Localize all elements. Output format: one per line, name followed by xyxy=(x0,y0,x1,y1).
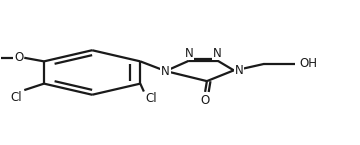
Text: OH: OH xyxy=(299,57,317,70)
Text: N: N xyxy=(234,64,243,77)
Text: Cl: Cl xyxy=(11,91,22,104)
Text: N: N xyxy=(213,47,222,60)
Text: N: N xyxy=(185,47,193,60)
Text: Cl: Cl xyxy=(146,92,157,105)
Text: N: N xyxy=(161,65,170,78)
Text: O: O xyxy=(14,51,23,64)
Text: O: O xyxy=(201,94,210,107)
